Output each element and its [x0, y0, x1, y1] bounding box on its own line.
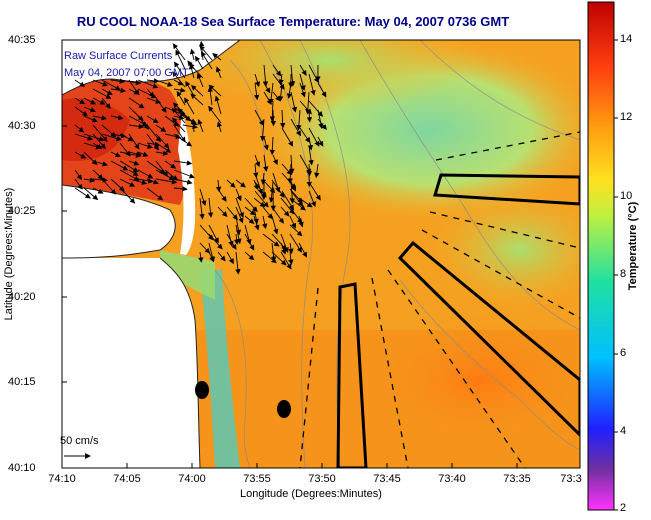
ytick-label-0: 40:35	[8, 34, 36, 46]
xtick-label-0: 74:10	[37, 473, 87, 485]
currents-legend-time: May 04, 2007 07:00 GMT	[64, 67, 189, 79]
colorbar-ticks	[614, 40, 618, 510]
ytick-label-1: 40:30	[8, 120, 36, 132]
colorbar-tick-4: 4	[620, 425, 626, 437]
colorbar-tick-8: 8	[620, 268, 626, 280]
xtick-label-8: 73:3	[546, 473, 596, 485]
colorbar	[588, 2, 614, 510]
ytick-label-4: 40:15	[8, 376, 36, 388]
xtick-label-2: 74:00	[167, 473, 217, 485]
ytick-label-5: 40:10	[8, 462, 36, 474]
colorbar-tick-6: 6	[620, 347, 626, 359]
figure-title: RU COOL NOAA-18 Sea Surface Temperature:…	[0, 14, 586, 29]
xtick-label-4: 73:50	[297, 473, 347, 485]
currents-legend-label: Raw Surface Currents	[64, 50, 172, 62]
xtick-label-5: 73:45	[362, 473, 412, 485]
y-axis-title: Latitude (Degrees:Minutes)	[3, 179, 15, 329]
x-axis-title: Longitude (Degrees:Minutes)	[240, 488, 382, 500]
colorbar-tick-14: 14	[620, 33, 632, 45]
xtick-label-1: 74:05	[102, 473, 152, 485]
plot-area	[62, 10, 610, 470]
colorbar-tick-2: 2	[620, 502, 626, 514]
station-marker-1	[195, 381, 209, 399]
current-vector	[273, 110, 274, 126]
scale-label: 50 cm/s	[60, 435, 99, 447]
xtick-label-6: 73:40	[427, 473, 477, 485]
station-marker-2	[277, 400, 291, 418]
xtick-label-7: 73:35	[492, 473, 542, 485]
colorbar-title: Temperature (°C)	[627, 191, 639, 301]
warm-region-southeast	[360, 310, 600, 450]
xtick-label-3: 73:55	[232, 473, 282, 485]
colorbar-tick-12: 12	[620, 111, 632, 123]
